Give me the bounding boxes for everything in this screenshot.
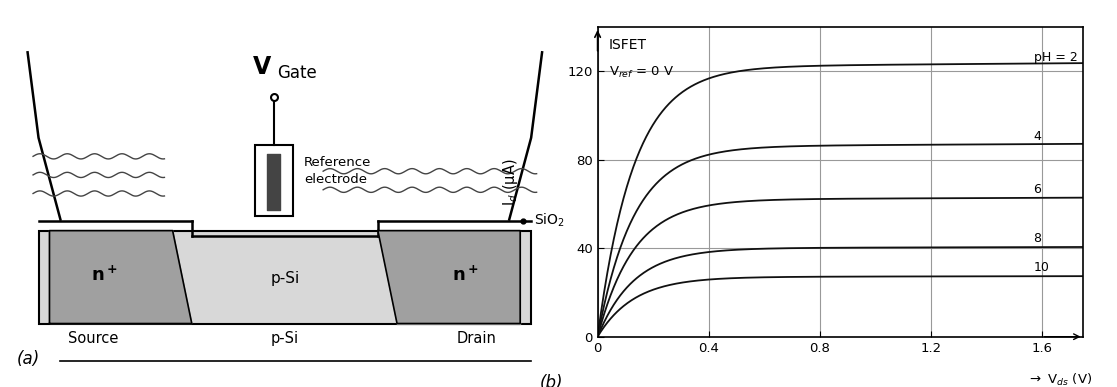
Text: V$_{ref}$ = 0 V: V$_{ref}$ = 0 V: [609, 65, 675, 80]
Text: 4: 4: [1033, 130, 1041, 143]
Bar: [255, 145, 293, 216]
Text: Drain: Drain: [457, 331, 496, 346]
Text: 6: 6: [1033, 183, 1041, 196]
Text: V: V: [252, 55, 271, 79]
Text: SiO$_2$: SiO$_2$: [534, 212, 565, 229]
Text: Source: Source: [68, 331, 118, 346]
Text: p-Si: p-Si: [270, 331, 299, 346]
Text: 8: 8: [1033, 232, 1041, 245]
Text: (b): (b): [540, 374, 563, 387]
Polygon shape: [49, 231, 192, 324]
Text: Gate: Gate: [277, 64, 316, 82]
Text: 10: 10: [1033, 261, 1049, 274]
Bar: [38, 231, 532, 324]
Text: p-Si: p-Si: [270, 271, 299, 286]
Text: $\mathbf{n^+}$: $\mathbf{n^+}$: [90, 265, 117, 285]
Text: $\mathbf{n^+}$: $\mathbf{n^+}$: [452, 265, 479, 285]
Polygon shape: [378, 231, 521, 324]
Text: I$_d$ (μA): I$_d$ (μA): [500, 158, 519, 205]
Text: (a): (a): [17, 350, 40, 368]
Text: pH = 2: pH = 2: [1033, 51, 1077, 63]
Text: $\rightarrow$ V$_{ds}$ (V): $\rightarrow$ V$_{ds}$ (V): [1027, 372, 1091, 387]
Text: ISFET: ISFET: [609, 38, 647, 52]
Text: Reference
electrode: Reference electrode: [304, 156, 371, 186]
